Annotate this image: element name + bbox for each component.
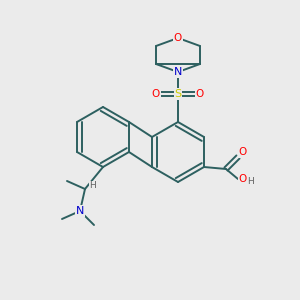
Text: O: O [196, 89, 204, 99]
Text: O: O [239, 147, 247, 157]
Text: S: S [174, 89, 182, 99]
Text: H: H [90, 182, 96, 190]
Text: N: N [76, 206, 84, 216]
Text: O: O [152, 89, 160, 99]
Text: H: H [248, 178, 254, 187]
Text: O: O [174, 33, 182, 43]
Text: O: O [239, 174, 247, 184]
Text: N: N [174, 67, 182, 77]
